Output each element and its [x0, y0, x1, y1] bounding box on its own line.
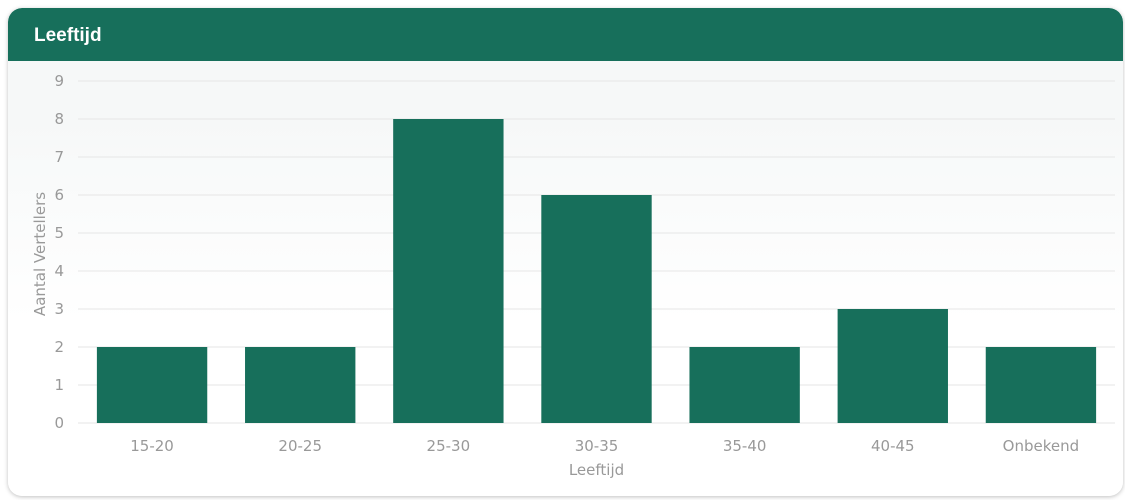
x-tick-label: Onbekend: [1003, 437, 1079, 455]
bar-layer: [96, 119, 1097, 423]
bar-onbekend[interactable]: [985, 347, 1097, 423]
y-tick-label: 9: [54, 72, 64, 90]
bar-35-40[interactable]: [689, 347, 800, 423]
x-tick-label: 25-30: [427, 437, 471, 455]
y-axis-ticks: 0 1 2 3 4 5 6 7 8 9: [54, 72, 64, 432]
card-title: Leeftijd: [34, 25, 102, 46]
bar-30-35[interactable]: [541, 195, 652, 423]
bar-25-30[interactable]: [393, 119, 504, 423]
x-tick-label: 30-35: [575, 437, 619, 455]
x-axis-ticks: 15-20 20-25 25-30 30-35 35-40 40-45 Onbekend: [130, 437, 1079, 455]
card-header: Leeftijd: [8, 8, 1123, 61]
chart-card: Leeftijd 0 1 2 3 4 5 6 7 8 9 15-20 20-25 25-30 30-35…: [8, 8, 1123, 496]
x-tick-label: 15-20: [130, 437, 174, 455]
y-axis-title: Aantal Vertellers: [31, 192, 49, 316]
y-tick-label: 3: [54, 300, 64, 318]
y-tick-label: 7: [54, 148, 64, 166]
bar-chart: 0 1 2 3 4 5 6 7 8 9 15-20 20-25 25-30 30-35 35-40 40-4…: [31, 72, 1115, 479]
bar-40-45[interactable]: [837, 309, 948, 423]
bar-15-20[interactable]: [96, 347, 208, 423]
x-tick-label: 20-25: [278, 437, 322, 455]
y-tick-label: 4: [54, 262, 64, 280]
y-tick-label: 1: [54, 376, 64, 394]
y-tick-label: 0: [54, 414, 64, 432]
y-tick-label: 8: [54, 110, 64, 128]
y-tick-label: 5: [54, 224, 64, 242]
bar-20-25[interactable]: [245, 347, 356, 423]
x-tick-label: 35-40: [723, 437, 767, 455]
x-axis-title: Leeftijd: [569, 461, 624, 479]
y-tick-label: 2: [54, 338, 64, 356]
x-tick-label: 40-45: [871, 437, 915, 455]
y-tick-label: 6: [54, 186, 64, 204]
